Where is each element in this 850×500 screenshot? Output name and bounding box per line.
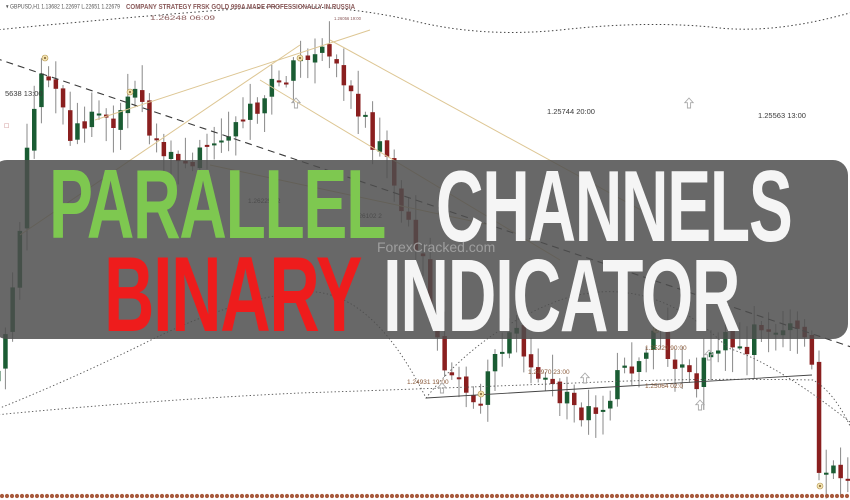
svg-text:1.25744 20:00: 1.25744 20:00 [547, 107, 595, 116]
svg-text:1.25064 02:0: 1.25064 02:0 [645, 383, 683, 390]
svg-text:1.25563 13:00: 1.25563 13:00 [758, 111, 806, 120]
svg-text:COMPANY STRATEGY FRSK GOLD 999: COMPANY STRATEGY FRSK GOLD 999A MADE PRO… [126, 2, 355, 11]
svg-text:1.26056 19:00: 1.26056 19:00 [334, 16, 362, 21]
svg-text::  [4, 123, 9, 130]
svg-text:▾ GBPUSD,H1 1.13682 1.22697 L: ▾ GBPUSD,H1 1.13682 1.22697 L.22651 1.22… [6, 4, 120, 11]
svg-text:5638 13:00: 5638 13:00 [5, 89, 43, 98]
svg-text:1.24970 23:00: 1.24970 23:00 [528, 369, 570, 376]
svg-text:1.26248 06:09: 1.26248 06:09 [150, 15, 215, 22]
svg-text:1.24931 19:00: 1.24931 19:00 [407, 379, 449, 386]
